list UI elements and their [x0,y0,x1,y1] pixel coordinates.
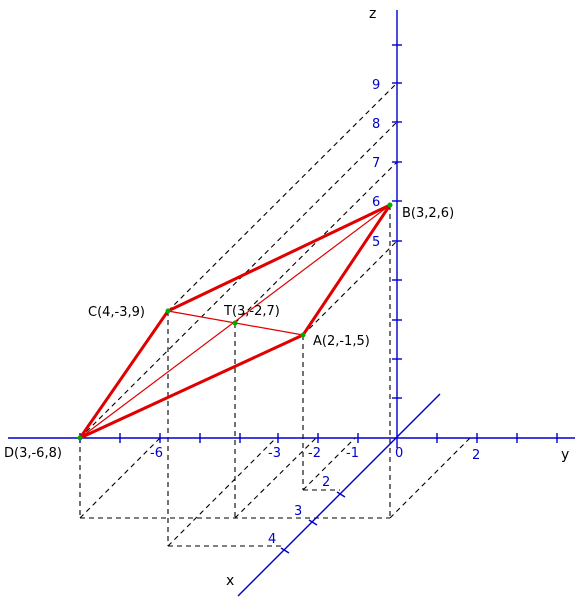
guide-c-9 [167,82,398,312]
z-ticks [392,44,402,399]
x-axis [237,393,441,597]
x-label-4: 4 [268,532,276,547]
vertex-t [232,320,238,326]
label-d: D(3,-6,8) [4,446,62,461]
axes: z y x -6 -3 -2 -1 0 2 5 6 7 8 9 2 3 4 [8,6,575,597]
z-label-6: 6 [372,195,380,210]
z-label-8: 8 [372,117,380,132]
label-b: B(3,2,6) [402,206,454,221]
guide-d-8 [79,121,398,439]
floor-diag-t [234,437,317,519]
x-axis-name: x [226,573,234,589]
point-labels: B(3,2,6) C(4,-3,9) T(3,-2,7) A(2,-1,5) D… [4,206,454,461]
y-label-neg6: -6 [150,446,163,461]
vertex-a [300,332,306,338]
y-axis-name: y [561,447,569,463]
x-ticks [280,491,346,554]
z-label-7: 7 [372,156,380,171]
floor-diag-a [302,437,356,491]
label-t: T(3,-2,7) [223,304,280,319]
z-label-5: 5 [372,235,380,250]
z-axis-name: z [369,6,376,22]
x-label-3: 3 [294,504,302,519]
vertex-d [77,435,83,441]
floor-diag-c [167,437,277,547]
y-label-2: 2 [472,448,480,463]
y-label-neg2: -2 [308,446,321,461]
vertex-c [165,308,171,314]
floor-diag-b [389,437,471,519]
label-c: C(4,-3,9) [88,305,145,320]
y-label-0: 0 [395,446,403,461]
guide-a-5 [302,240,398,336]
y-label-neg1: -1 [346,446,359,461]
floor-diag-d [79,437,161,519]
z-label-9: 9 [372,78,380,93]
x-label-2: 2 [322,475,330,490]
guide-t-7 [234,161,398,324]
y-label-neg3: -3 [268,446,281,461]
vertex-b [387,202,393,208]
quadrilateral [77,202,393,441]
label-a: A(2,-1,5) [313,334,370,349]
